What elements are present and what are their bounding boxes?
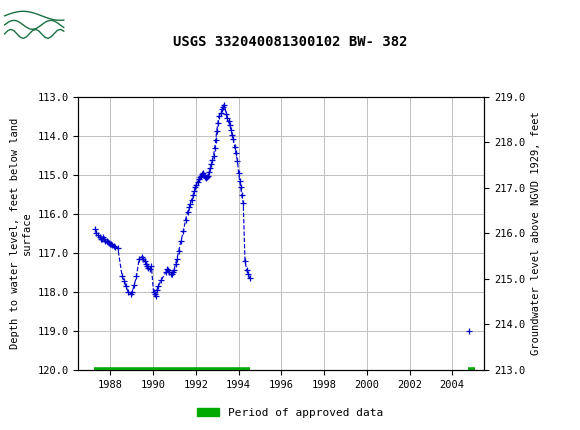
Y-axis label: Groundwater level above NGVD 1929, feet: Groundwater level above NGVD 1929, feet	[531, 111, 541, 355]
Legend: Period of approved data: Period of approved data	[193, 403, 387, 422]
Text: USGS: USGS	[72, 14, 128, 31]
Text: USGS 332040081300102 BW- 382: USGS 332040081300102 BW- 382	[173, 35, 407, 49]
Bar	[3, 3, 67, 42]
Y-axis label: Depth to water level, feet below land
surface: Depth to water level, feet below land su…	[10, 118, 32, 349]
